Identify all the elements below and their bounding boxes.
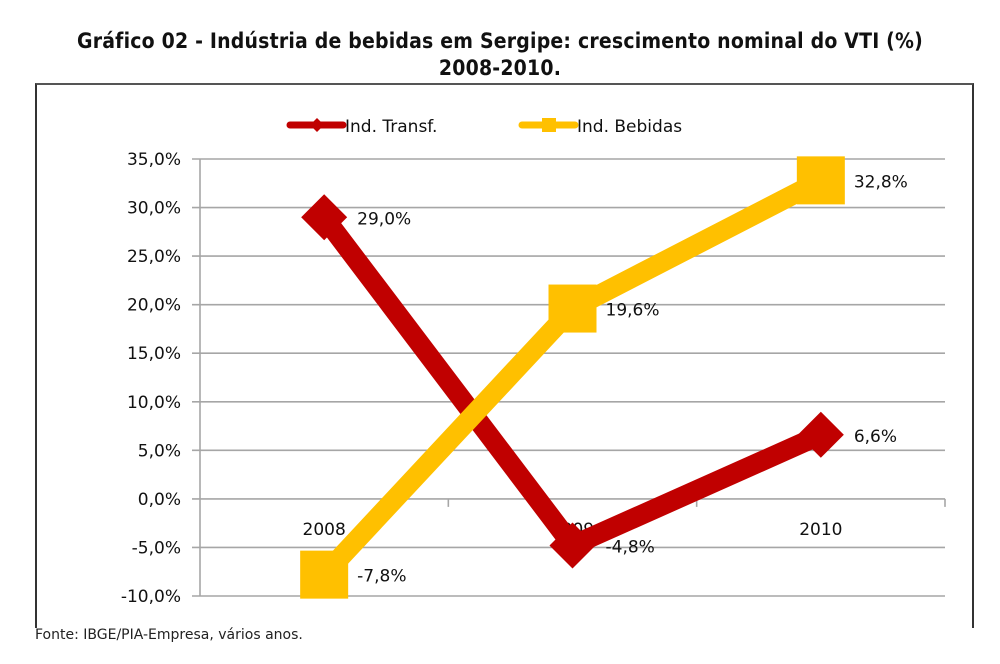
chart-title-line1: Gráfico 02 - Indústria de bebidas em Ser…: [77, 29, 923, 53]
data-label: -4,8%: [606, 538, 655, 558]
y-tick-label: 15,0%: [127, 344, 181, 364]
data-label: 6,6%: [854, 427, 897, 447]
legend-label: Ind. Bebidas: [577, 117, 682, 137]
x-tick-label: 2010: [799, 520, 842, 540]
chart-title-line2: 2008-2010.: [438, 56, 562, 80]
data-label: 32,8%: [854, 172, 908, 192]
data-label: 29,0%: [357, 209, 411, 229]
y-tick-label: 20,0%: [127, 296, 181, 316]
data-point-square: [796, 156, 845, 205]
legend-label: Ind. Transf.: [345, 117, 437, 137]
series-ind-transf: [301, 194, 844, 569]
chart-title: Gráfico 02 - Indústria de bebidas em Ser…: [0, 28, 1000, 82]
chart-frame: [35, 83, 974, 628]
legend-diamond-icon: [310, 118, 324, 132]
axes: [199, 159, 946, 596]
data-point-diamond: [301, 194, 348, 241]
y-tick-label: 25,0%: [127, 247, 181, 267]
legend-square-icon: [542, 118, 556, 132]
y-tick-label: 35,0%: [127, 150, 181, 170]
data-label: 19,6%: [606, 301, 660, 321]
y-tick-label: -5,0%: [132, 538, 181, 558]
legend-item-ind-transf: Ind. Transf.: [286, 117, 437, 137]
x-tick-label: 2008: [303, 520, 346, 540]
legend: Ind. Transf. Ind. Bebidas: [286, 117, 682, 137]
legend-item-ind-bebidas: Ind. Bebidas: [518, 117, 682, 137]
series-ind-bebidas: [300, 156, 845, 599]
y-tick-label: 10,0%: [127, 393, 181, 413]
data-point-diamond: [549, 522, 596, 569]
data-label: -7,8%: [357, 567, 406, 587]
y-tick-label: 30,0%: [127, 199, 181, 219]
y-tick-label: -10,0%: [121, 587, 181, 607]
data-point-diamond: [797, 411, 844, 458]
series-line: [316, 171, 826, 582]
y-axis-tick-labels: 35,0% 30,0% 25,0% 20,0% 15,0% 10,0% 5,0% 0,0% -5…: [121, 150, 181, 607]
data-point-square: [300, 550, 349, 599]
series-group: [300, 156, 845, 599]
y-tick-label: 5,0%: [138, 441, 181, 461]
source-note: Fonte: IBGE/PIA-Empresa, vários anos.: [35, 627, 303, 643]
y-tick-label: 0,0%: [138, 490, 181, 510]
data-point-square: [548, 284, 597, 333]
data-labels: 29,0% -4,8% 6,6% -7,8% 19,6% 32,8%: [357, 172, 908, 586]
